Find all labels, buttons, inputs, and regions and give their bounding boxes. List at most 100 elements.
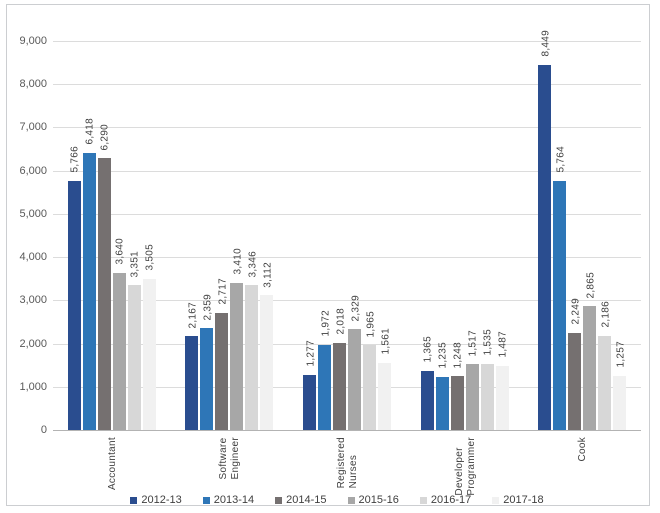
gridline	[53, 257, 641, 259]
bar	[67, 180, 81, 430]
bar-value-label: 3,640	[114, 238, 126, 265]
bar	[82, 152, 96, 430]
legend-marker-icon	[419, 496, 427, 504]
legend-label: 2015-16	[358, 494, 399, 506]
y-tick-label: 5,000	[19, 207, 47, 220]
bar-value-label: 1,248	[452, 341, 464, 369]
gridline	[53, 300, 641, 302]
bar-value-label: 2,249	[570, 298, 582, 325]
bar-value-label: 2,865	[585, 271, 597, 299]
bar-value-label: 1,517	[467, 329, 479, 357]
y-tick-label: 0	[40, 424, 47, 436]
bar	[260, 295, 274, 430]
legend: 2012-13 2013-14 2014-15 2015-16 2016-17 2017-…	[7, 494, 660, 506]
gridline	[53, 343, 641, 345]
bar	[127, 285, 141, 430]
bar	[363, 345, 376, 430]
bar-value-label: 6,418	[84, 118, 96, 145]
legend-label: 2017-18	[503, 494, 544, 506]
legend-item: 2014-15	[275, 494, 327, 506]
legend-label: 2014-15	[286, 494, 327, 506]
y-tick-label: 7,000	[19, 121, 47, 134]
y-tick-label: 2,000	[19, 337, 47, 350]
legend-marker-icon	[130, 496, 138, 504]
gridline	[53, 386, 641, 388]
bar-value-label: 1,365	[422, 336, 434, 364]
bar-value-label: 3,351	[129, 250, 141, 278]
bar-value-label: 3,112	[262, 261, 274, 288]
bar-value-label: 1,277	[305, 340, 316, 367]
gridline	[53, 41, 641, 42]
bar-value-label: 8,449	[540, 30, 552, 57]
bar-value-label: 1,235	[437, 342, 449, 369]
category-label: Accountant	[106, 437, 118, 491]
legend-marker-icon	[202, 496, 210, 504]
bar	[613, 375, 627, 430]
category-label: Registered Nurses	[336, 437, 359, 489]
gridline	[53, 170, 641, 172]
bar	[583, 306, 597, 430]
x-axis-line	[53, 430, 641, 431]
legend-item: 2015-16	[347, 494, 399, 506]
bar	[435, 376, 449, 430]
bar	[480, 363, 494, 430]
legend-item: 2013-14	[202, 494, 255, 506]
bar	[465, 364, 479, 430]
legend-item: 2016-17	[419, 494, 472, 506]
legend-label: 2012-13	[141, 494, 182, 506]
bar-value-label: 2,329	[350, 294, 361, 322]
bar	[245, 285, 259, 430]
chart-frame: 0 1,000 2,000 3,000 4,000 5,000 6,000 7,000 8,00…	[6, 4, 650, 506]
bar	[318, 344, 331, 430]
y-tick-label: 1,000	[19, 380, 47, 393]
gridline	[53, 213, 641, 215]
bar	[378, 362, 391, 430]
bar-value-label: 1,535	[482, 329, 494, 356]
category-label: Cook	[577, 437, 589, 462]
legend-marker-icon	[275, 496, 283, 504]
y-tick-label: 4,000	[19, 251, 47, 264]
category-label: Software Engineer	[218, 437, 242, 480]
bar	[333, 342, 346, 430]
bar	[568, 332, 582, 430]
bar	[142, 278, 156, 430]
bar	[450, 376, 464, 430]
bar	[538, 64, 552, 430]
legend-item: 2017-18	[492, 494, 544, 506]
bar	[97, 158, 111, 430]
bar-value-label: 5,766	[69, 146, 81, 173]
bar-value-label: 1,972	[320, 310, 331, 337]
y-tick-label: 3,000	[19, 294, 47, 307]
bar-value-label: 1,561	[380, 328, 391, 355]
bar-value-label: 1,487	[497, 331, 509, 358]
bar	[495, 365, 509, 430]
bar-value-label: 2,018	[335, 308, 346, 335]
category-label: Developer Programmer	[453, 437, 477, 496]
bar-value-label: 2,359	[202, 293, 214, 321]
y-tick-label: 8,000	[19, 78, 47, 91]
gridline	[53, 84, 641, 86]
bar-value-label: 2,167	[187, 301, 199, 329]
bar	[215, 312, 229, 430]
legend-label: 2016-17	[430, 494, 472, 506]
y-tick-label: 6,000	[19, 164, 47, 177]
legend-label: 2013-14	[213, 494, 255, 506]
bar-value-label: 1,965	[365, 310, 376, 338]
bar	[112, 272, 126, 430]
legend-item: 2012-13	[130, 494, 182, 506]
bar-value-label: 2,186	[600, 301, 612, 328]
bar-value-label: 3,410	[232, 248, 244, 275]
legend-marker-icon	[492, 496, 500, 504]
bar-value-label: 6,290	[99, 123, 111, 151]
bar-value-label: 2,717	[217, 278, 229, 305]
y-tick-label: 9,000	[19, 35, 47, 47]
bar	[348, 329, 361, 430]
bar-value-label: 1,257	[615, 341, 627, 368]
bar	[185, 336, 199, 430]
bar	[598, 335, 612, 430]
bar	[420, 371, 434, 430]
bar	[230, 282, 244, 430]
bar-value-label: 3,346	[247, 250, 259, 278]
bar	[200, 328, 214, 430]
